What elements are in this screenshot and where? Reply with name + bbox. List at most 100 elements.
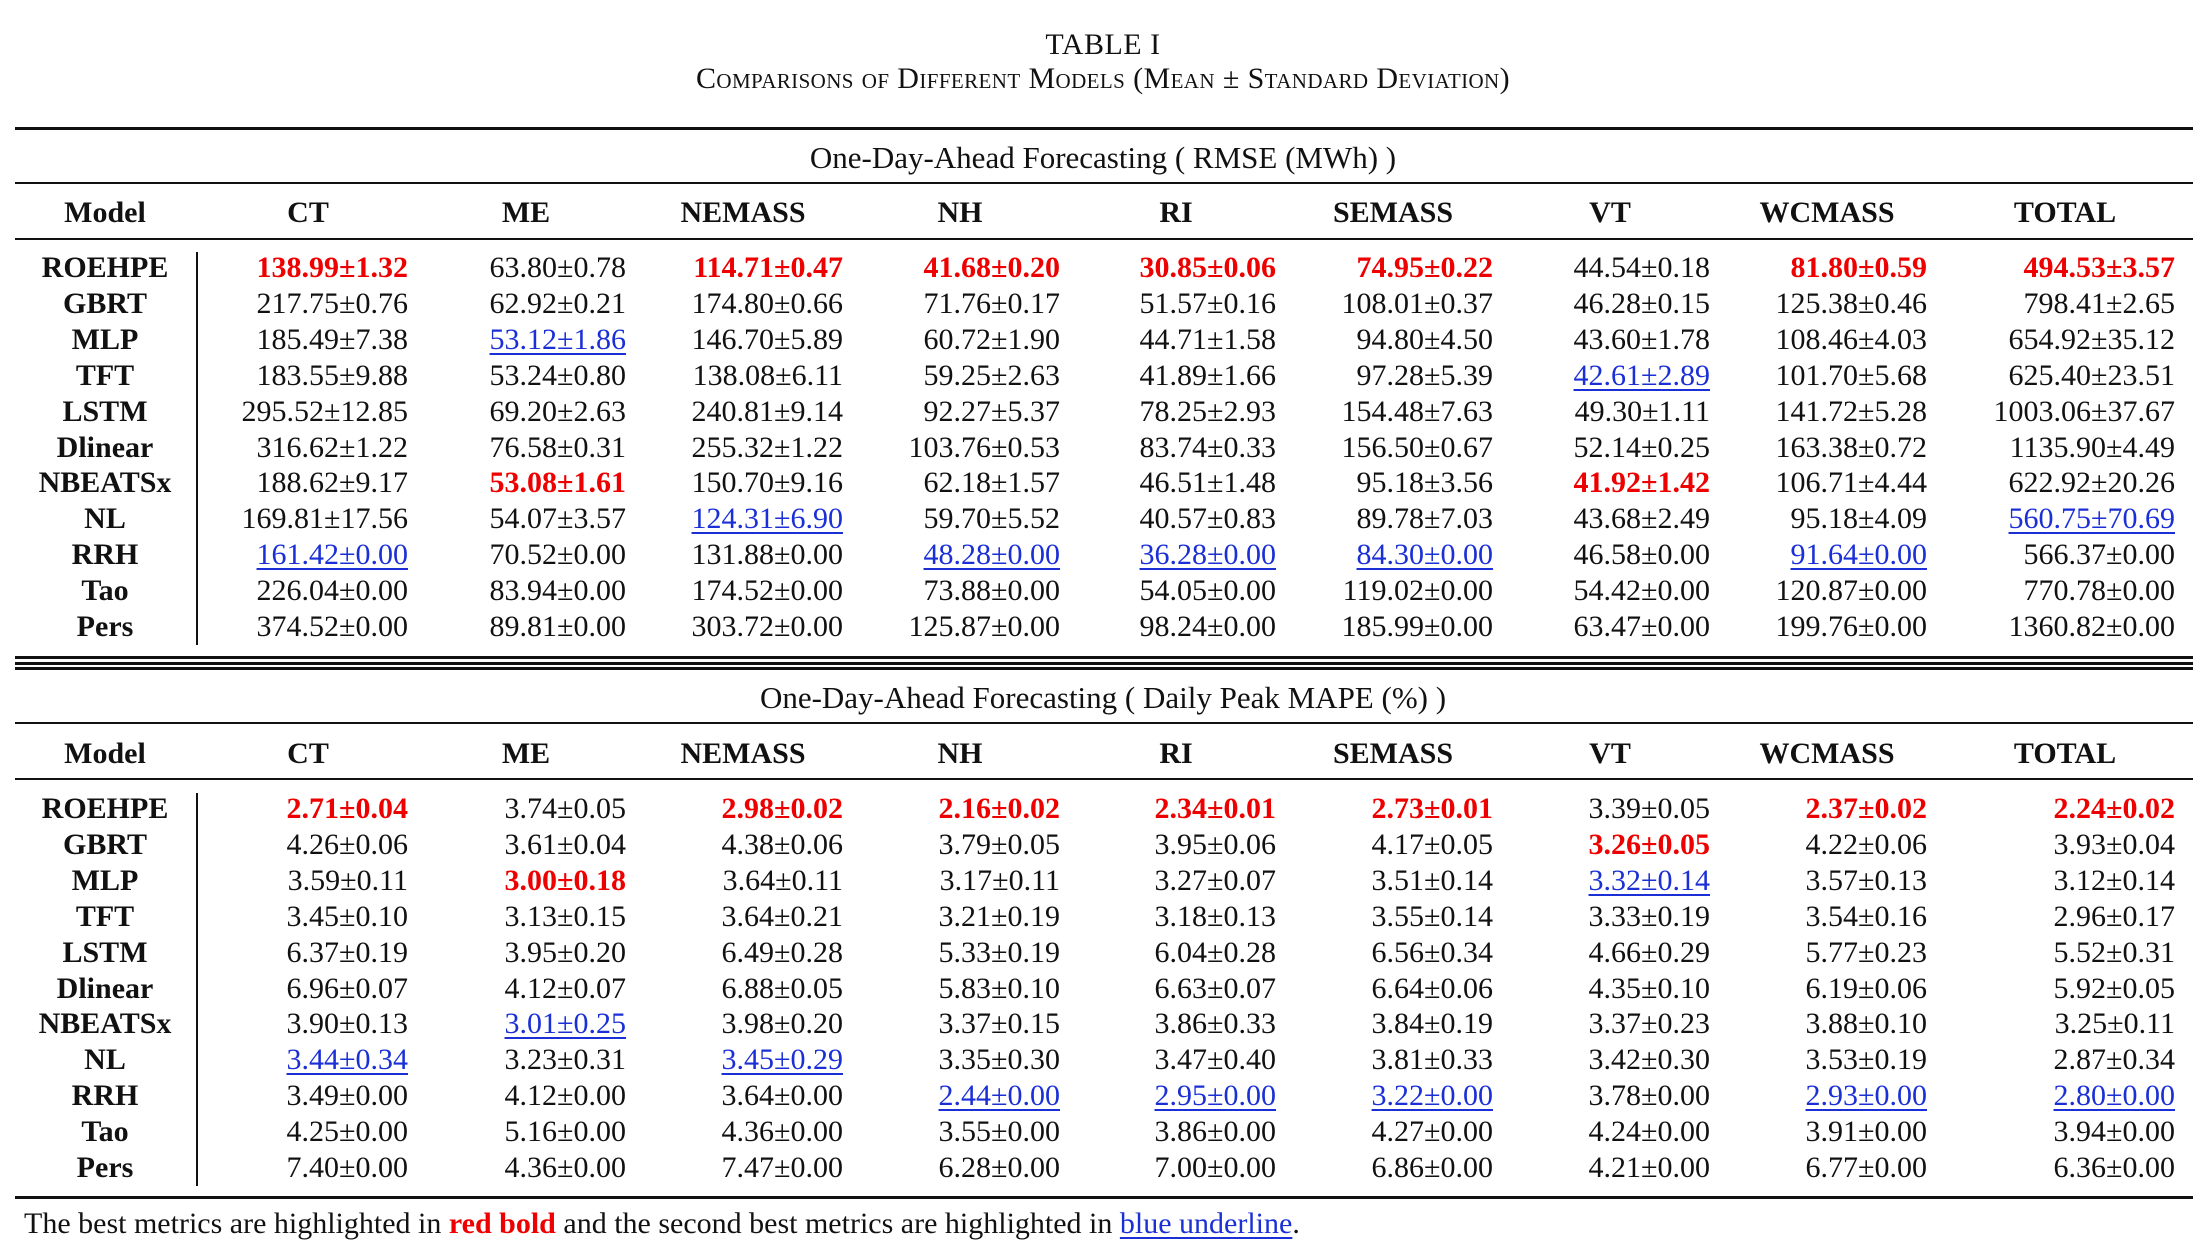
- metric-value: 44.54±0.18: [1573, 251, 1710, 284]
- table-cell: 138.99±1.32: [148, 250, 408, 286]
- table-row: RRH 3.49±0.00 4.12±0.00 3.64±0.00 2.44±0.00 2…: [0, 1078, 2206, 1114]
- table-cell: 119.02±0.00: [1233, 573, 1493, 609]
- metric-value: 2.93±0.00: [1805, 1079, 1927, 1112]
- metric-value: 91.64±0.00: [1790, 538, 1927, 571]
- table-cell: 106.71±4.44: [1667, 465, 1927, 501]
- table-cell: 2.44±0.00: [800, 1078, 1060, 1114]
- metric-value: 6.56±0.34: [1371, 936, 1493, 969]
- metric-value: 4.27±0.00: [1371, 1115, 1493, 1148]
- table-cell: 163.38±0.72: [1667, 430, 1927, 466]
- metric-value: 6.64±0.06: [1371, 972, 1493, 1005]
- metric-value: 4.36±0.00: [504, 1151, 626, 1184]
- metric-value: 124.31±6.90: [691, 502, 843, 535]
- table-cell: 3.88±0.10: [1667, 1006, 1927, 1042]
- section-top-rule: [15, 127, 2193, 130]
- table-cell: 71.76±0.17: [800, 286, 1060, 322]
- table-row: MLP 3.59±0.11 3.00±0.18 3.64±0.11 3.17±0.11 3…: [0, 863, 2206, 899]
- column-header: ME: [501, 737, 551, 770]
- table-cell: 3.26±0.05: [1450, 827, 1710, 863]
- table-cell: 62.18±1.57: [800, 465, 1060, 501]
- metric-value: 6.63±0.07: [1154, 972, 1276, 1005]
- table-cell: 316.62±1.22: [148, 430, 408, 466]
- section-double-rule: [15, 662, 2193, 665]
- table-cell: 217.75±0.76: [148, 286, 408, 322]
- table-cell: 3.51±0.14: [1233, 863, 1493, 899]
- table-cell: 5.92±0.05: [1915, 971, 2175, 1007]
- table-cell: 494.53±3.57: [1915, 250, 2175, 286]
- metric-value: 54.42±0.00: [1573, 574, 1710, 607]
- table-cell: 374.52±0.00: [148, 609, 408, 645]
- table-cell: 2.93±0.00: [1667, 1078, 1927, 1114]
- table-cell: 6.96±0.07: [148, 971, 408, 1007]
- metric-value: 2.98±0.02: [721, 792, 843, 825]
- model-name: ROEHPE: [41, 251, 169, 284]
- table-cell: 95.18±4.09: [1667, 501, 1927, 537]
- table-cell: 4.25±0.00: [148, 1114, 408, 1150]
- metric-value: 560.75±70.69: [2008, 502, 2175, 535]
- table-cell: 62.92±0.21: [366, 286, 626, 322]
- column-header: CT: [287, 196, 329, 229]
- metric-value: 3.35±0.30: [938, 1043, 1060, 1076]
- model-name: LSTM: [62, 395, 148, 428]
- metric-value: 3.64±0.21: [721, 900, 843, 933]
- table-cell: 654.92±35.12: [1915, 322, 2175, 358]
- table-cell: 3.81±0.33: [1233, 1042, 1493, 1078]
- table-cell: 125.38±0.46: [1667, 286, 1927, 322]
- metric-value: 2.24±0.02: [2053, 792, 2175, 825]
- table-cell: 6.64±0.06: [1233, 971, 1493, 1007]
- table-cell: 44.54±0.18: [1450, 250, 1710, 286]
- table-cell: 4.12±0.00: [366, 1078, 626, 1114]
- table-cell: 3.95±0.20: [366, 935, 626, 971]
- table-cell: 5.83±0.10: [800, 971, 1060, 1007]
- table-cell: 108.01±0.37: [1233, 286, 1493, 322]
- metric-value: 36.28±0.00: [1139, 538, 1276, 571]
- metric-value: 6.04±0.28: [1154, 936, 1276, 969]
- metric-value: 169.81±17.56: [241, 502, 408, 535]
- metric-value: 226.04±0.00: [256, 574, 408, 607]
- model-name: Pers: [76, 610, 134, 643]
- table-label: TABLE I: [1045, 28, 1161, 61]
- table-cell: 3.45±0.29: [583, 1042, 843, 1078]
- table-cell: 63.47±0.00: [1450, 609, 1710, 645]
- table-row: ROEHPE 138.99±1.32 63.80±0.78 114.71±0.47 41…: [0, 250, 2206, 286]
- table-cell: 2.34±0.01: [1016, 791, 1276, 827]
- table-row: TFT 183.55±9.88 53.24±0.80 138.08±6.11 59.25…: [0, 358, 2206, 394]
- table-cell: 770.78±0.00: [1915, 573, 2175, 609]
- table-cell: 89.81±0.00: [366, 609, 626, 645]
- table-cell: 6.36±0.00: [1915, 1150, 2175, 1186]
- table-cell: 3.32±0.14: [1450, 863, 1710, 899]
- model-name: LSTM: [62, 936, 148, 969]
- metric-value: 625.40±23.51: [2008, 359, 2175, 392]
- table-cell: 69.20±2.63: [366, 394, 626, 430]
- section-bottom-rule: [15, 1196, 2193, 1199]
- table-cell: 3.33±0.19: [1450, 899, 1710, 935]
- table-cell: 6.28±0.00: [800, 1150, 1060, 1186]
- table-cell: 95.18±3.56: [1233, 465, 1493, 501]
- table-cell: 70.52±0.00: [366, 537, 626, 573]
- table-cell: 6.56±0.34: [1233, 935, 1493, 971]
- table-cell: 42.61±2.89: [1450, 358, 1710, 394]
- metric-value: 3.74±0.05: [504, 792, 626, 825]
- table-cell: 97.28±5.39: [1233, 358, 1493, 394]
- metric-value: 622.92±20.26: [2008, 466, 2175, 499]
- table-cell: 6.77±0.00: [1667, 1150, 1927, 1186]
- metric-value: 95.18±3.56: [1356, 466, 1493, 499]
- table-cell: 2.16±0.02: [800, 791, 1060, 827]
- table-cell: 566.37±0.00: [1915, 537, 2175, 573]
- table-cell: 59.25±2.63: [800, 358, 1060, 394]
- metric-value: 49.30±1.11: [1574, 395, 1710, 428]
- table-cell: 7.40±0.00: [148, 1150, 408, 1186]
- metric-value: 1003.06±37.67: [1993, 395, 2175, 428]
- metric-value: 40.57±0.83: [1139, 502, 1276, 535]
- column-header: ME: [501, 196, 551, 229]
- table-cell: 6.88±0.05: [583, 971, 843, 1007]
- metric-value: 46.28±0.15: [1573, 287, 1710, 320]
- table-cell: 41.68±0.20: [800, 250, 1060, 286]
- model-name: NBEATSx: [38, 466, 172, 499]
- table-cell: 6.04±0.28: [1016, 935, 1276, 971]
- metric-value: 3.81±0.33: [1371, 1043, 1493, 1076]
- table-cell: 103.76±0.53: [800, 430, 1060, 466]
- metric-value: 71.76±0.17: [923, 287, 1060, 320]
- table-cell: 3.57±0.13: [1667, 863, 1927, 899]
- metric-value: 95.18±4.09: [1790, 502, 1927, 535]
